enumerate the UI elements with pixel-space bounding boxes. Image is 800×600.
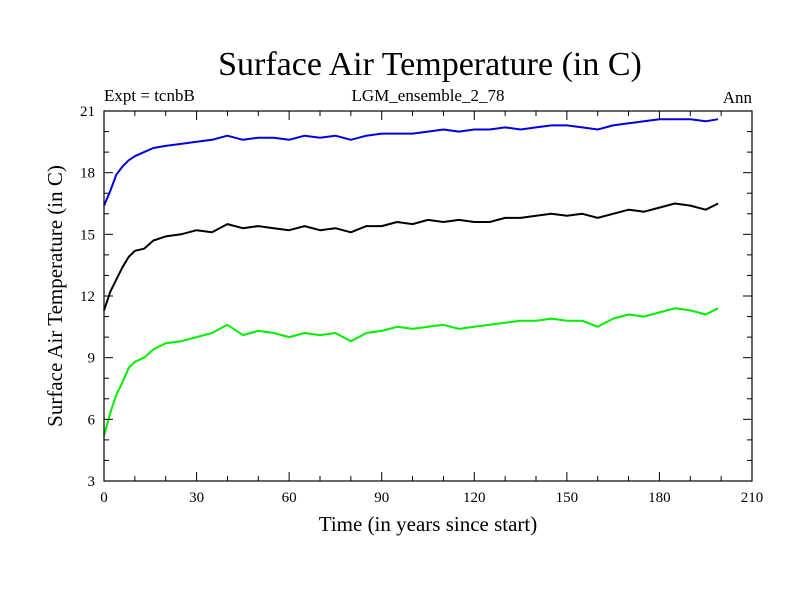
x-tick-label: 210: [741, 490, 764, 506]
ensemble-label: LGM_ensemble_2_78: [352, 86, 505, 105]
y-tick-label: 21: [80, 104, 95, 120]
period-label: Ann: [723, 88, 753, 107]
chart-title: Surface Air Temperature (in C): [218, 46, 642, 83]
y-tick-label: 12: [80, 289, 95, 305]
y-axis-label: Surface Air Temperature (in C): [43, 165, 67, 427]
y-tick-label: 15: [80, 227, 95, 243]
series-line-upper: [103, 118, 719, 206]
tick-layer: 0 30 60 90 120 150 180 210 3 6 9 12 15 18 21: [80, 104, 763, 506]
x-tick-label: 0: [100, 490, 108, 506]
plot-area: 0 30 60 90 120 150 180 210 3 6 9 12 15 18 21: [80, 104, 763, 506]
x-tick-label: 60: [282, 490, 297, 506]
y-tick-label: 9: [88, 351, 96, 367]
x-tick-label: 90: [374, 490, 389, 506]
plot-frame: [103, 110, 753, 482]
x-tick-label: 30: [189, 490, 204, 506]
y-tick-label: 18: [80, 166, 95, 182]
series-layer: [103, 118, 719, 437]
x-tick-label: 150: [556, 490, 579, 506]
x-tick-label: 120: [463, 490, 486, 506]
experiment-label: Expt = tcnbB: [104, 86, 195, 105]
x-axis-label: Time (in years since start): [319, 512, 538, 536]
y-tick-label: 3: [88, 474, 96, 490]
series-line-middle: [103, 202, 719, 311]
y-tick-label: 6: [88, 412, 96, 428]
x-tick-label: 180: [648, 490, 671, 506]
series-line-lower: [103, 307, 719, 437]
